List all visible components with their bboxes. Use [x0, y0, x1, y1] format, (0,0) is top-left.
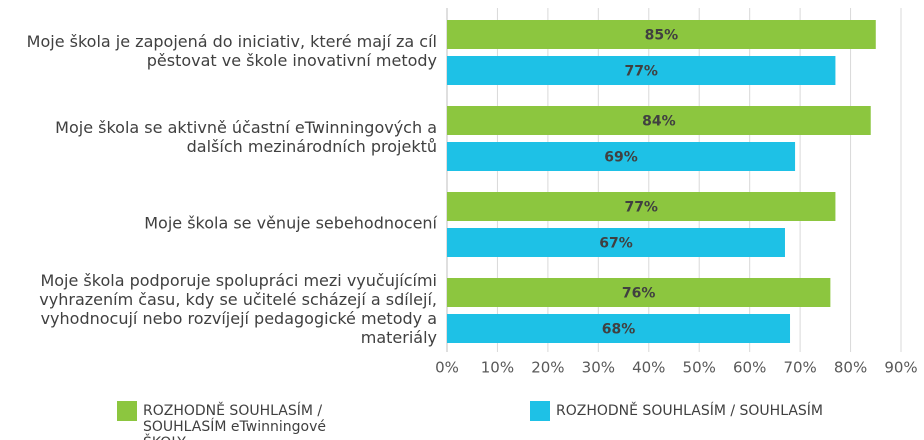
bar — [447, 20, 876, 49]
data-label: 69% — [604, 150, 638, 166]
x-tick-label: 60% — [733, 359, 766, 377]
data-label: 85% — [645, 28, 679, 44]
x-tick-label: 40% — [632, 359, 665, 377]
bar — [447, 56, 836, 85]
data-label: 77% — [624, 64, 658, 80]
bar — [447, 192, 836, 221]
data-label: 77% — [624, 200, 658, 216]
x-tick-label: 0% — [435, 359, 459, 377]
category-label: Moje škola je zapojená do iniciativ, kte… — [26, 32, 437, 70]
x-tick-label: 90% — [884, 359, 917, 377]
x-tick-label: 50% — [683, 359, 716, 377]
bar — [447, 142, 796, 171]
category-label: Moje škola se aktivně účastní eTwinningo… — [55, 118, 437, 156]
bar — [447, 228, 785, 257]
data-label: 76% — [622, 286, 656, 302]
data-label: 67% — [599, 236, 633, 252]
legend-swatch — [117, 401, 137, 421]
x-tick-label: 80% — [834, 359, 867, 377]
category-label: Moje škola podporuje spolupráci mezi vyu… — [39, 271, 437, 347]
data-label: 84% — [642, 114, 676, 130]
legend-label: ROZHODNĚ SOUHLASÍM / SOUHLASÍM eTwinning… — [143, 403, 326, 440]
category-label: Moje škola se věnuje sebehodnocení — [144, 213, 437, 233]
data-label: 68% — [602, 322, 636, 338]
legend-swatch — [530, 401, 550, 421]
bar — [447, 314, 791, 343]
bar — [447, 106, 871, 135]
bar — [447, 278, 831, 307]
x-tick-label: 10% — [481, 359, 514, 377]
x-tick-label: 30% — [582, 359, 615, 377]
x-tick-label: 70% — [783, 359, 816, 377]
x-tick-label: 20% — [531, 359, 564, 377]
legend-label: ROZHODNĚ SOUHLASÍM / SOUHLASÍM — [556, 403, 823, 419]
